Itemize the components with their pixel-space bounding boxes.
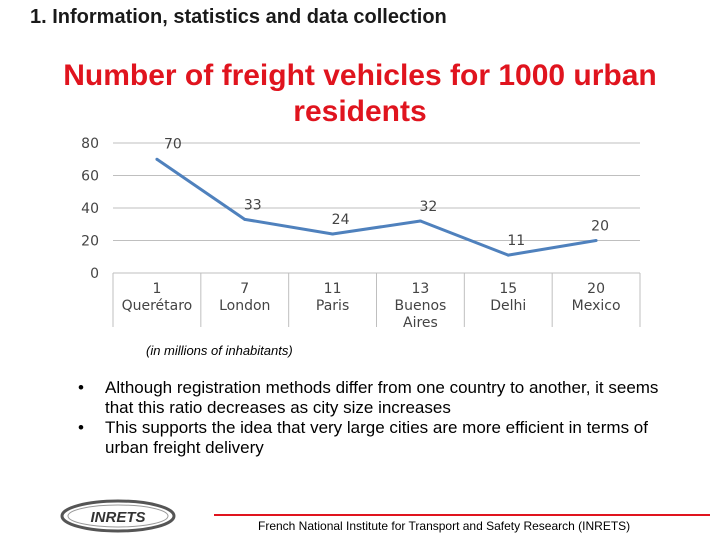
data-label: 70 — [164, 136, 182, 152]
x-tick-label: 7 London — [219, 281, 270, 314]
data-label: 32 — [420, 199, 438, 215]
section-heading: 1. Information, statistics and data coll… — [30, 6, 447, 28]
bullet-icon: • — [78, 418, 84, 437]
bullet-text: This supports the idea that very large c… — [105, 418, 648, 457]
x-tick-label: 1 Querétaro — [122, 281, 193, 314]
data-point — [155, 157, 159, 161]
bullet-text: Although registration methods differ fro… — [105, 378, 659, 417]
y-tick-label: 60 — [81, 169, 99, 185]
footer-rule — [214, 514, 710, 516]
logo-text: INRETS — [90, 509, 145, 526]
inrets-logo: INRETS — [60, 499, 176, 533]
x-tick-label: 11 Paris — [316, 281, 349, 314]
population-note: (in millions of inhabitants) — [146, 343, 293, 358]
data-point — [506, 253, 510, 257]
y-tick-label: 40 — [81, 201, 99, 217]
data-label: 24 — [332, 212, 350, 228]
slide-title: Number of freight vehicles for 1000 urba… — [63, 59, 657, 128]
data-point — [243, 217, 247, 221]
bullet-list: • Although registration methods differ f… — [78, 378, 688, 458]
bullet-item: • This supports the idea that very large… — [78, 418, 688, 458]
data-label: 33 — [244, 197, 262, 213]
y-tick-label: 20 — [81, 234, 99, 250]
data-point — [331, 232, 335, 236]
y-tick-label: 0 — [90, 266, 99, 282]
data-point — [594, 239, 598, 242]
footer-text: French National Institute for Transport … — [258, 519, 631, 533]
x-tick-label: 15 Delhi — [490, 281, 526, 314]
x-tick-label: 13 Buenos Aires — [395, 281, 447, 331]
bullet-item: • Although registration methods differ f… — [78, 378, 688, 418]
bullet-icon: • — [78, 378, 84, 397]
y-tick-label: 80 — [81, 136, 99, 152]
data-label: 11 — [507, 233, 525, 249]
data-label: 20 — [591, 219, 609, 235]
series-line — [156, 158, 597, 257]
data-point — [418, 219, 422, 223]
x-tick-label: 20 Mexico — [572, 281, 621, 314]
